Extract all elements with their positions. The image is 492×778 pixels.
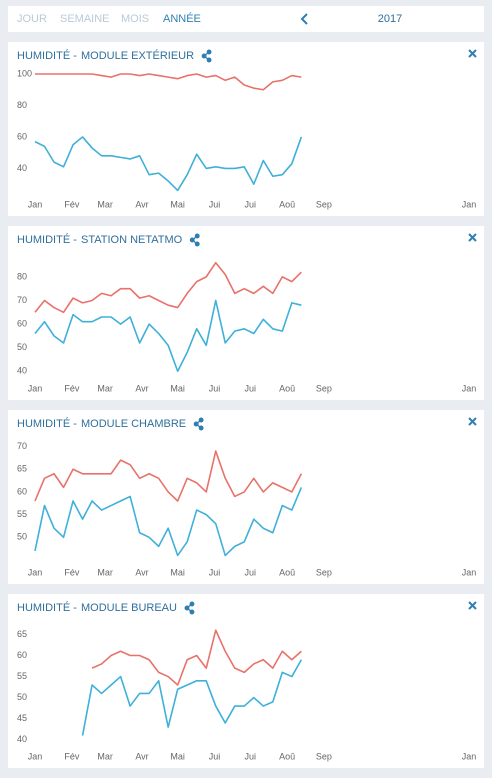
y-tick-label: 50 bbox=[17, 532, 27, 542]
y-tick-label: 60 bbox=[17, 131, 27, 141]
x-tick-label: Jan bbox=[462, 383, 477, 393]
chart-subtitle: MODULE CHAMBRE bbox=[81, 418, 186, 430]
x-tick-label: Avr bbox=[135, 199, 148, 209]
x-tick-label: Mar bbox=[97, 567, 113, 577]
x-tick-label: Jan bbox=[28, 199, 43, 209]
x-tick-label: Aoû bbox=[279, 199, 295, 209]
year-label: 2017 bbox=[378, 13, 402, 25]
x-tick-label: Fév bbox=[64, 751, 80, 761]
x-tick-label: Mar bbox=[97, 751, 113, 761]
x-tick-label: Jui bbox=[244, 567, 256, 577]
x-tick-label: Jui bbox=[209, 751, 221, 761]
chart-title: HUMIDITÉ - bbox=[17, 417, 77, 430]
series-line bbox=[34, 299, 302, 373]
x-tick-label: Jui bbox=[244, 383, 256, 393]
x-tick-label: Mar bbox=[97, 383, 113, 393]
panel bbox=[8, 42, 484, 216]
share-icon[interactable] bbox=[201, 49, 212, 63]
close-button[interactable] bbox=[468, 601, 477, 610]
close-button[interactable] bbox=[468, 233, 477, 242]
x-tick-label: Aoû bbox=[279, 751, 295, 761]
y-tick-label: 40 bbox=[17, 734, 27, 744]
y-tick-label: 60 bbox=[17, 318, 27, 328]
y-tick-label: 65 bbox=[17, 629, 27, 639]
y-tick-label: 50 bbox=[17, 342, 27, 352]
y-tick-label: 70 bbox=[17, 441, 27, 451]
x-tick-label: Fév bbox=[64, 567, 80, 577]
close-button[interactable] bbox=[468, 49, 477, 58]
x-tick-label: Jan bbox=[462, 567, 477, 577]
y-tick-label: 80 bbox=[17, 100, 27, 110]
chart-title: HUMIDITÉ - bbox=[17, 601, 77, 614]
chart-title: HUMIDITÉ - bbox=[17, 233, 77, 246]
y-tick-label: 50 bbox=[17, 692, 27, 702]
series-line bbox=[34, 450, 303, 502]
series-line bbox=[81, 659, 303, 736]
header-bar bbox=[8, 6, 484, 32]
x-tick-label: Aoû bbox=[279, 383, 295, 393]
x-tick-label: Mai bbox=[170, 567, 185, 577]
x-tick-label: Fév bbox=[64, 199, 80, 209]
chart-subtitle: STATION NETATMO bbox=[81, 234, 183, 246]
x-tick-label: Mai bbox=[170, 199, 185, 209]
x-tick-label: Sep bbox=[316, 567, 332, 577]
panel bbox=[8, 594, 484, 768]
share-icon[interactable] bbox=[189, 233, 200, 247]
x-tick-label: Jan bbox=[462, 199, 477, 209]
y-tick-label: 40 bbox=[17, 366, 27, 376]
x-tick-label: Sep bbox=[316, 383, 332, 393]
chart-subtitle: MODULE BUREAU bbox=[81, 602, 177, 614]
x-tick-label: Mar bbox=[97, 199, 113, 209]
x-tick-label: Avr bbox=[135, 383, 148, 393]
chart-title: HUMIDITÉ - bbox=[17, 49, 77, 62]
x-tick-label: Aoû bbox=[279, 567, 295, 577]
tab[interactable]: MOIS bbox=[121, 13, 149, 25]
x-tick-label: Jan bbox=[28, 383, 43, 393]
close-button[interactable] bbox=[468, 417, 477, 426]
y-tick-label: 60 bbox=[17, 650, 27, 660]
series-line bbox=[34, 136, 303, 192]
previous-year[interactable] bbox=[300, 13, 308, 25]
series-line bbox=[91, 629, 302, 686]
y-tick-label: 60 bbox=[17, 486, 27, 496]
chart-subtitle: MODULE EXTÉRIEUR bbox=[81, 49, 194, 62]
y-tick-label: 55 bbox=[17, 509, 27, 519]
x-tick-label: Jan bbox=[462, 751, 477, 761]
panel bbox=[8, 226, 484, 400]
tab[interactable]: SEMAINE bbox=[60, 13, 110, 25]
panel bbox=[8, 410, 484, 584]
y-tick-label: 80 bbox=[17, 271, 27, 281]
series-line bbox=[34, 261, 302, 314]
x-tick-label: Jui bbox=[209, 199, 221, 209]
x-tick-label: Jui bbox=[209, 567, 221, 577]
tab[interactable]: ANNÉE bbox=[163, 12, 201, 25]
share-icon[interactable] bbox=[193, 417, 204, 431]
y-tick-label: 100 bbox=[17, 68, 32, 78]
y-tick-label: 65 bbox=[17, 464, 27, 474]
x-tick-label: Sep bbox=[316, 199, 332, 209]
x-tick-label: Jui bbox=[209, 383, 221, 393]
y-tick-label: 55 bbox=[17, 671, 27, 681]
series-line bbox=[34, 487, 303, 557]
x-tick-label: Jui bbox=[244, 199, 256, 209]
y-tick-label: 45 bbox=[17, 713, 27, 723]
x-tick-label: Mai bbox=[170, 383, 185, 393]
share-icon[interactable] bbox=[184, 601, 195, 615]
x-tick-label: Sep bbox=[316, 751, 332, 761]
x-tick-label: Jan bbox=[28, 751, 43, 761]
x-tick-label: Mai bbox=[170, 751, 185, 761]
x-tick-label: Jan bbox=[28, 567, 43, 577]
y-tick-label: 70 bbox=[17, 295, 27, 305]
x-tick-label: Avr bbox=[135, 751, 148, 761]
series-line bbox=[35, 73, 302, 91]
x-tick-label: Avr bbox=[135, 567, 148, 577]
x-tick-label: Fév bbox=[64, 383, 80, 393]
x-tick-label: Jui bbox=[244, 751, 256, 761]
y-tick-label: 40 bbox=[17, 163, 27, 173]
tab[interactable]: JOUR bbox=[17, 13, 47, 25]
